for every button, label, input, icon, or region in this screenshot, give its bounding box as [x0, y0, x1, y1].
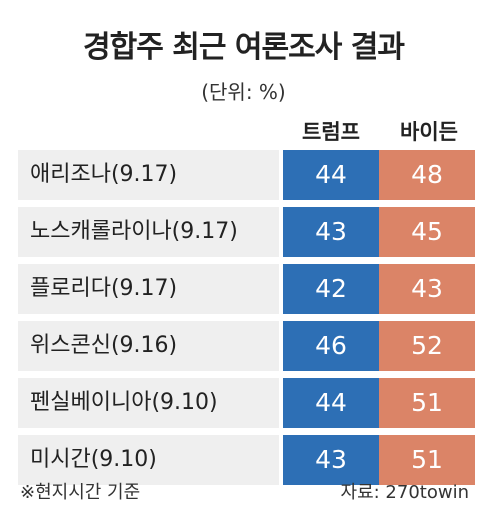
row-label: 위스콘신(9.16) — [18, 321, 279, 371]
biden-value: 48 — [379, 150, 475, 200]
biden-value: 51 — [379, 435, 475, 485]
biden-value: 45 — [379, 207, 475, 257]
table-row: 펜실베이니아(9.10) 44 51 — [18, 378, 475, 428]
row-label: 노스캐롤라이나(9.17) — [18, 207, 279, 257]
column-header-trump: 트럼프 — [302, 120, 360, 144]
table-row: 위스콘신(9.16) 46 52 — [18, 321, 475, 371]
biden-value: 51 — [379, 378, 475, 428]
footnote: ※현지시간 기준 — [20, 482, 141, 503]
row-label: 애리조나(9.17) — [18, 150, 279, 200]
table-row: 플로리다(9.17) 42 43 — [18, 264, 475, 314]
row-label: 펜실베이니아(9.10) — [18, 378, 279, 428]
table-row: 노스캐롤라이나(9.17) 43 45 — [18, 207, 475, 257]
table-row: 애리조나(9.17) 44 48 — [18, 150, 475, 200]
biden-value: 43 — [379, 264, 475, 314]
table-row: 미시간(9.10) 43 51 — [18, 435, 475, 485]
row-label: 플로리다(9.17) — [18, 264, 279, 314]
trump-value: 42 — [283, 264, 379, 314]
biden-value: 52 — [379, 321, 475, 371]
unit-note: (단위: %) — [201, 80, 286, 104]
trump-value: 46 — [283, 321, 379, 371]
source-credit: 자료: 270towin — [340, 482, 469, 503]
chart-title: 경합주 최근 여론조사 결과 — [83, 30, 405, 65]
column-header-biden: 바이든 — [400, 120, 458, 144]
trump-value: 43 — [283, 207, 379, 257]
trump-value: 44 — [283, 150, 379, 200]
trump-value: 43 — [283, 435, 379, 485]
row-label: 미시간(9.10) — [18, 435, 279, 485]
trump-value: 44 — [283, 378, 379, 428]
